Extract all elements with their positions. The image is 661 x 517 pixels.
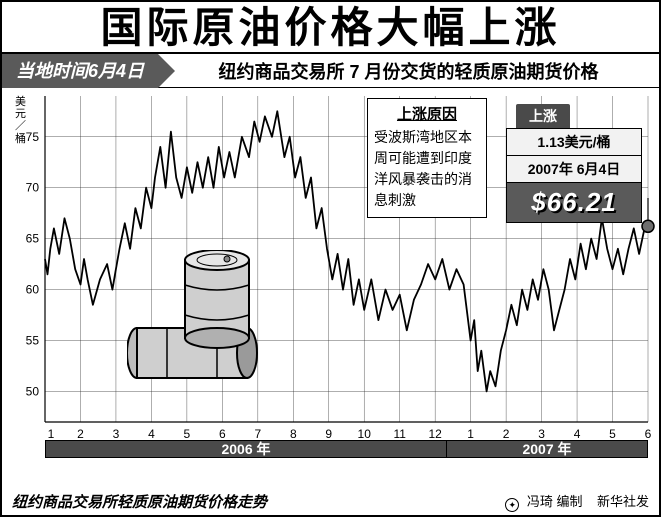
editor-credit: 冯琦 编制 bbox=[527, 494, 583, 509]
infographic-page: 国际原油价格大幅上涨 当地时间6月4日 纽约商品交易所 7 月份交货的轻质原油期… bbox=[0, 0, 661, 517]
chart-area: 美元／桶 505560657075123456789101112123456 上… bbox=[5, 90, 656, 478]
svg-text:12: 12 bbox=[428, 427, 442, 441]
reason-callout: 上涨原因 受波斯湾地区本周可能遭到印度洋风暴袭击的消息刺激 bbox=[367, 98, 487, 218]
svg-text:7: 7 bbox=[254, 427, 261, 441]
footer-credits: ✦ 冯琦 编制 新华社发 bbox=[505, 491, 649, 512]
source-credit: 新华社发 bbox=[597, 494, 649, 509]
svg-text:6: 6 bbox=[645, 427, 652, 441]
year-2007: 2007 年 bbox=[447, 440, 648, 458]
price-highlight: 上涨 1.13美元/桶 2007年 6月4日 $66.21 bbox=[506, 104, 642, 223]
svg-text:1: 1 bbox=[467, 427, 474, 441]
year-2006: 2006 年 bbox=[45, 440, 447, 458]
x-axis-year-bar: 2006 年 2007 年 bbox=[45, 440, 648, 458]
price-date: 2007年 6月4日 bbox=[506, 156, 642, 183]
svg-text:5: 5 bbox=[184, 427, 191, 441]
y-axis-unit: 美元／桶 bbox=[15, 96, 26, 144]
agency-logo-icon: ✦ bbox=[505, 498, 519, 512]
svg-text:55: 55 bbox=[26, 334, 40, 348]
svg-text:3: 3 bbox=[113, 427, 120, 441]
svg-text:6: 6 bbox=[219, 427, 226, 441]
svg-text:65: 65 bbox=[26, 232, 40, 246]
price-delta: 1.13美元/桶 bbox=[506, 128, 642, 156]
footer: 纽约商品交易所轻质原油期货价格走势 ✦ 冯琦 编制 新华社发 bbox=[2, 487, 659, 515]
svg-text:11: 11 bbox=[393, 427, 406, 441]
svg-text:70: 70 bbox=[26, 181, 40, 195]
svg-text:2: 2 bbox=[503, 427, 510, 441]
subtitle: 纽约商品交易所 7 月份交货的轻质原油期货价格 bbox=[158, 58, 659, 84]
svg-text:75: 75 bbox=[26, 130, 40, 144]
svg-text:8: 8 bbox=[290, 427, 297, 441]
svg-text:60: 60 bbox=[26, 283, 40, 297]
svg-text:4: 4 bbox=[148, 427, 155, 441]
svg-text:5: 5 bbox=[609, 427, 616, 441]
svg-text:2: 2 bbox=[77, 427, 84, 441]
svg-text:3: 3 bbox=[538, 427, 545, 441]
reason-title: 上涨原因 bbox=[374, 103, 480, 124]
date-tag: 当地时间6月4日 bbox=[2, 54, 158, 88]
svg-text:50: 50 bbox=[26, 385, 40, 399]
main-title: 国际原油价格大幅上涨 bbox=[2, 2, 659, 54]
subtitle-row: 当地时间6月4日 纽约商品交易所 7 月份交货的轻质原油期货价格 bbox=[2, 54, 659, 88]
footer-caption: 纽约商品交易所轻质原油期货价格走势 bbox=[12, 491, 267, 512]
svg-text:4: 4 bbox=[574, 427, 581, 441]
svg-text:10: 10 bbox=[358, 427, 372, 441]
price-tab: 上涨 bbox=[516, 104, 570, 128]
reason-body: 受波斯湾地区本周可能遭到印度洋风暴袭击的消息刺激 bbox=[374, 127, 480, 211]
price-value: $66.21 bbox=[506, 183, 642, 223]
svg-text:1: 1 bbox=[48, 427, 55, 441]
svg-text:9: 9 bbox=[325, 427, 332, 441]
